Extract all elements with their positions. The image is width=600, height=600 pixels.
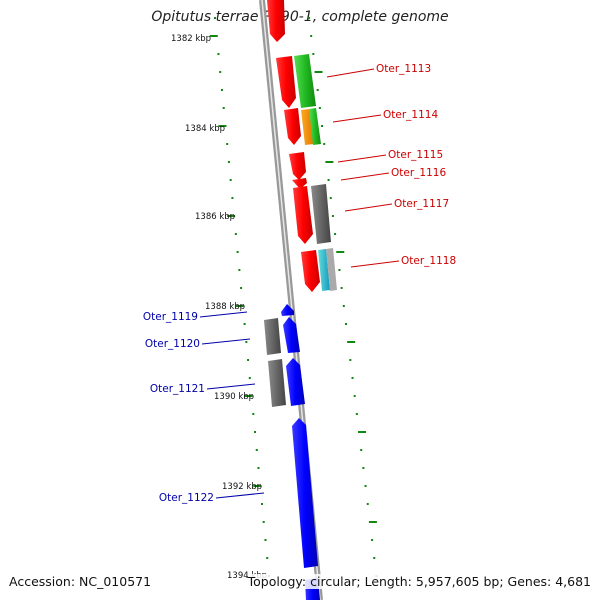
ruler-ticks bbox=[209, 17, 378, 577]
reverse-gene-labels: Oter_1119 Oter_1120 Oter_1121 Oter_1122 bbox=[143, 311, 214, 504]
ruler-label: 1390 kbp bbox=[214, 392, 254, 402]
gene-feature[interactable] bbox=[311, 184, 331, 244]
ruler-label: 1384 kbp bbox=[185, 124, 225, 134]
leader-line bbox=[350, 260, 400, 268]
gene-label[interactable]: Oter_1121 bbox=[150, 383, 205, 395]
gene-feature[interactable] bbox=[301, 250, 320, 292]
map-title: Opitutus terrae PB90-1, complete genome bbox=[151, 9, 449, 25]
gene-feature[interactable] bbox=[284, 108, 301, 145]
gene-feature[interactable] bbox=[264, 318, 281, 355]
gene-label[interactable]: Oter_1122 bbox=[159, 492, 214, 504]
gene-feature[interactable] bbox=[294, 54, 316, 108]
gene-feature[interactable] bbox=[281, 304, 294, 316]
leader-line bbox=[201, 338, 251, 345]
forward-genes bbox=[267, 0, 320, 292]
forward-track-features bbox=[294, 54, 337, 291]
gene-label[interactable]: Oter_1120 bbox=[145, 338, 200, 350]
gene-feature[interactable] bbox=[293, 186, 313, 244]
gene-label[interactable]: Oter_1118 bbox=[401, 255, 456, 267]
ruler-labels: 1382 kbp 1384 kbp 1386 kbp 1388 kbp 1390… bbox=[171, 34, 267, 581]
gene-feature[interactable] bbox=[276, 56, 296, 108]
gene-feature[interactable] bbox=[283, 317, 300, 353]
ruler-label: 1386 kbp bbox=[195, 212, 235, 222]
gene-feature[interactable] bbox=[289, 152, 306, 180]
gene-label[interactable]: Oter_1117 bbox=[394, 198, 449, 210]
gene-label[interactable]: Oter_1115 bbox=[388, 149, 443, 161]
gene-feature[interactable] bbox=[309, 108, 321, 145]
gene-feature[interactable] bbox=[268, 359, 286, 407]
leader-line bbox=[215, 492, 265, 499]
gene-label[interactable]: Oter_1119 bbox=[143, 311, 198, 323]
gene-label[interactable]: Oter_1116 bbox=[391, 167, 446, 179]
ruler-label: 1392 kbp bbox=[222, 482, 262, 492]
leader-line bbox=[340, 172, 390, 181]
ruler-label: 1382 kbp bbox=[171, 34, 211, 44]
forward-gene-labels: Oter_1113 Oter_1114 Oter_1115 Oter_1116 … bbox=[376, 63, 456, 267]
leader-line bbox=[344, 203, 393, 212]
ruler-label: 1394 kbp bbox=[227, 571, 267, 581]
reverse-genes bbox=[281, 304, 320, 600]
label-leaders bbox=[199, 68, 400, 499]
gene-feature[interactable] bbox=[292, 418, 318, 568]
leader-line bbox=[337, 154, 387, 163]
leader-line bbox=[326, 68, 375, 78]
accession-text: Accession: NC_010571 bbox=[9, 574, 152, 589]
leader-line bbox=[206, 383, 256, 390]
gene-feature[interactable] bbox=[267, 0, 285, 42]
ruler-label: 1388 kbp bbox=[205, 302, 245, 312]
gene-label[interactable]: Oter_1113 bbox=[376, 63, 431, 75]
gene-feature[interactable] bbox=[326, 248, 337, 291]
leader-line bbox=[332, 114, 382, 123]
gene-feature[interactable] bbox=[292, 178, 307, 189]
leader-line bbox=[199, 311, 248, 318]
reverse-track-features bbox=[264, 318, 286, 407]
genome-summary-text: Topology: circular; Length: 5,957,605 bp… bbox=[247, 574, 591, 589]
gene-label[interactable]: Oter_1114 bbox=[383, 109, 438, 121]
gene-feature[interactable] bbox=[286, 358, 305, 406]
